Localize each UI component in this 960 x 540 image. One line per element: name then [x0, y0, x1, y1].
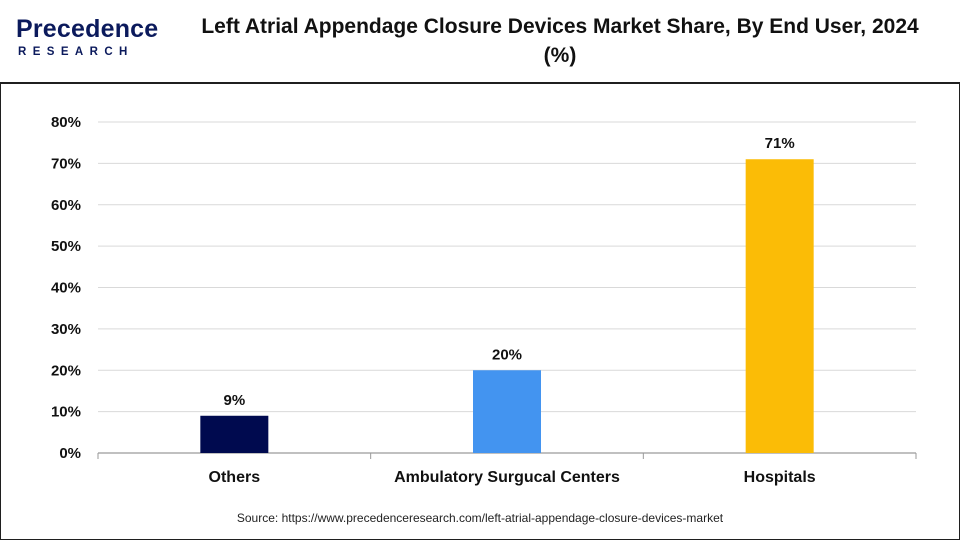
y-tick-label: 10%: [51, 404, 81, 421]
data-label: 20%: [492, 346, 522, 363]
source-note: Source: https://www.precedenceresearch.c…: [236, 511, 724, 525]
bar: [200, 415, 269, 453]
data-label: 9%: [223, 392, 245, 409]
y-tick-label: 20%: [51, 362, 81, 379]
y-tick-label: 30%: [51, 321, 81, 338]
bar: [745, 159, 814, 454]
y-tick-label: 70%: [51, 155, 81, 172]
header: Precedence RESEARCH Left Atrial Appendag…: [0, 0, 960, 84]
x-category-label: Ambulatory Surgucal Centers: [394, 469, 620, 486]
data-label: 71%: [765, 135, 795, 152]
x-category-label: Hospitals: [744, 469, 816, 486]
x-category-label: Others: [209, 469, 261, 486]
logo-sub-text: RESEARCH: [18, 46, 134, 58]
logo: Precedence RESEARCH: [16, 14, 166, 64]
y-tick-label: 60%: [51, 197, 81, 214]
bar: [473, 370, 541, 453]
y-tick-label: 80%: [51, 114, 81, 131]
logo-main-text: Precedence: [16, 15, 159, 43]
y-tick-label: 50%: [51, 238, 81, 255]
chart-title: Left Atrial Appendage Closure Devices Ma…: [201, 15, 919, 67]
y-tick-label: 0%: [59, 445, 81, 462]
y-tick-label: 40%: [51, 280, 81, 297]
